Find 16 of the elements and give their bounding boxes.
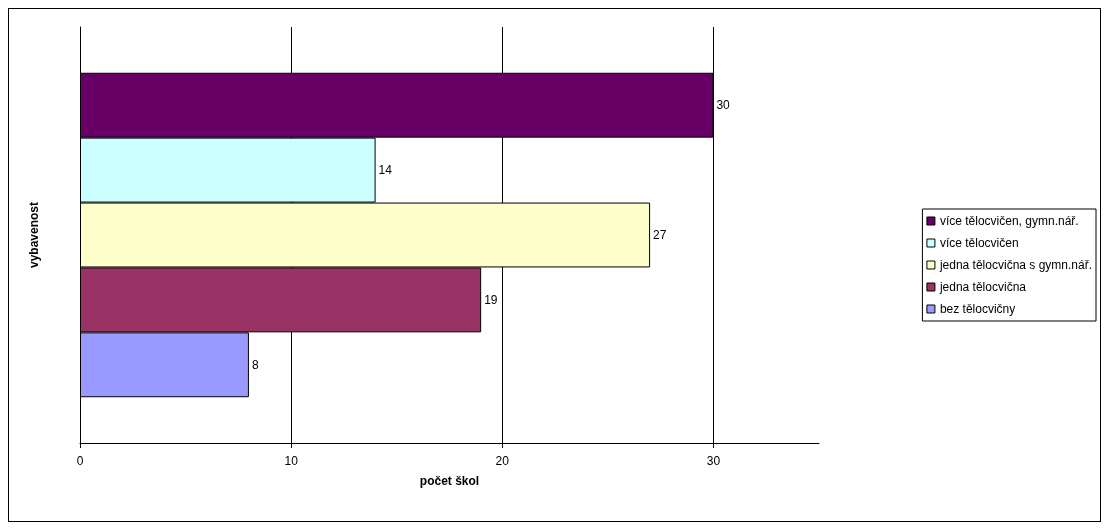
legend-label: více tělocvičen, gymn.nář. bbox=[939, 214, 1079, 228]
data-label: 8 bbox=[251, 357, 259, 372]
data-label: 27 bbox=[653, 228, 667, 242]
legend-label: více tělocvičen bbox=[939, 236, 1019, 250]
x-tick-label: 30 bbox=[706, 454, 721, 468]
data-label: 30 bbox=[716, 98, 731, 113]
x-tick-label: 10 bbox=[284, 454, 299, 468]
data-label: 19 bbox=[484, 292, 498, 307]
x-tick-label: 20 bbox=[495, 454, 510, 468]
y-axis-title: vybavenost bbox=[27, 201, 41, 269]
legend-label: bez tělocvičny bbox=[939, 302, 1016, 316]
x-tick-label: 0 bbox=[76, 454, 84, 468]
data-label: 14 bbox=[378, 163, 393, 178]
legend-label: jedna tělocvična s gymn.nář. bbox=[938, 258, 1093, 272]
x-axis-title: počet škol bbox=[419, 474, 480, 488]
legend-label: jedna tělocvična bbox=[938, 280, 1027, 294]
